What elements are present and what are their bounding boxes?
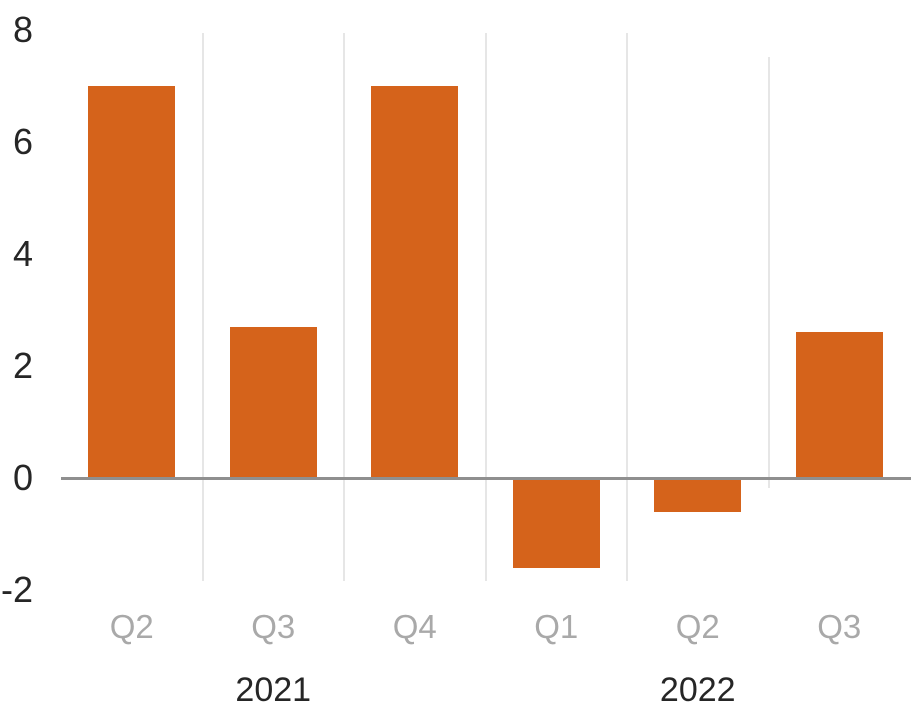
year-label: 2021 [235,671,312,709]
bar-q1-2022[interactable] [512,478,600,568]
x-category-label: Q3 [817,608,862,645]
bar-q2-2021[interactable] [88,86,176,478]
category-separator-gridline [343,33,345,581]
year-label: 2022 [659,671,736,709]
bar-q4-2021[interactable] [371,86,459,478]
y-tick-label: -2 [0,569,33,610]
category-separator-gridline [201,33,204,581]
x-axis-zero-line [61,477,911,480]
x-category-label: Q4 [392,608,437,645]
x-category-label: Q1 [534,608,579,645]
y-tick-label: 0 [12,457,33,498]
x-category-label: Q2 [675,608,720,645]
category-separator-gridline [767,57,770,488]
category-separator-gridline [484,33,487,581]
y-tick-label: 2 [12,345,33,386]
y-tick-label: 4 [12,233,33,274]
x-category-label: Q2 [109,608,154,645]
category-separator-gridline [626,33,628,581]
bar-q2-2022[interactable] [654,478,742,512]
bar-q3-2022[interactable] [795,332,883,478]
bar-q3-2021[interactable] [229,326,317,478]
y-tick-label: 6 [12,121,33,162]
x-category-label: Q3 [251,608,296,645]
y-tick-label: 8 [12,9,33,50]
